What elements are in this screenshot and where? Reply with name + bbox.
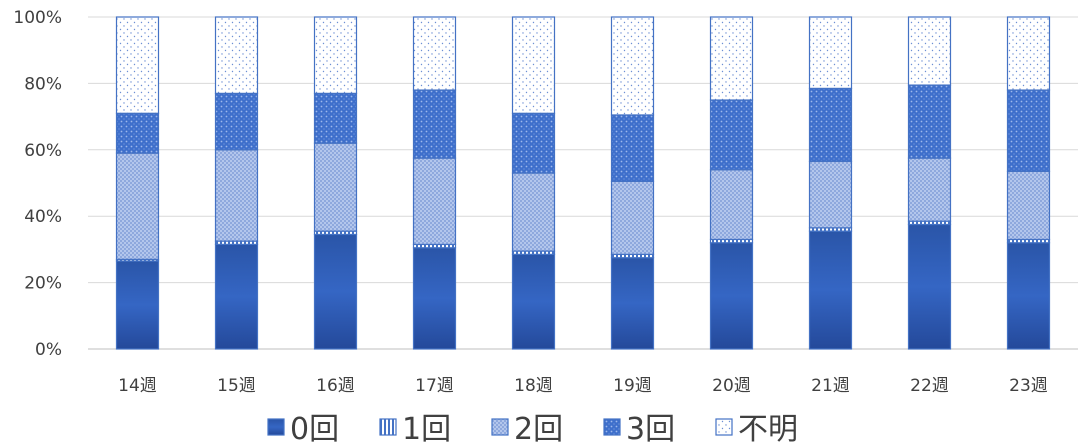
x-tick-label: 22週 bbox=[910, 376, 949, 396]
bar-segment bbox=[313, 92, 358, 144]
bar-segment bbox=[808, 160, 853, 229]
bar-segment bbox=[1006, 89, 1051, 172]
bar-segment bbox=[214, 243, 259, 350]
bar-segment bbox=[709, 16, 754, 101]
bar-segment bbox=[1006, 242, 1051, 350]
bar-segment bbox=[412, 247, 457, 350]
x-tick-label: 17週 bbox=[415, 376, 454, 396]
legend-label: 1回 bbox=[402, 412, 451, 445]
bar-segment bbox=[313, 142, 358, 232]
y-tick-label: 0% bbox=[35, 340, 62, 360]
legend: 0回 1回 2回 3回 不明 bbox=[267, 412, 798, 445]
y-tick-label: 100% bbox=[13, 8, 62, 28]
bar-segment bbox=[907, 16, 952, 86]
legend-label: 3回 bbox=[626, 412, 675, 445]
bar-segment bbox=[907, 84, 952, 159]
legend-swatch bbox=[603, 418, 621, 436]
bar-segment bbox=[511, 112, 556, 174]
bar-segment bbox=[610, 114, 655, 182]
x-tick-label: 19週 bbox=[613, 376, 652, 396]
bar-segment bbox=[115, 112, 160, 154]
legend-swatch bbox=[379, 418, 397, 436]
bar-segment bbox=[907, 157, 952, 222]
x-tick-label: 15週 bbox=[217, 376, 256, 396]
x-tick-label: 23週 bbox=[1009, 376, 1048, 396]
legend-label: 0回 bbox=[290, 412, 339, 445]
bar-segment bbox=[115, 152, 160, 260]
legend-swatch bbox=[715, 418, 733, 436]
legend-swatch bbox=[267, 418, 285, 436]
bar-segment bbox=[313, 16, 358, 94]
bar-segment bbox=[511, 16, 556, 114]
bar-segment bbox=[808, 230, 853, 350]
bar-segment bbox=[709, 242, 754, 350]
bar-segment bbox=[709, 99, 754, 171]
bar-segment bbox=[412, 89, 457, 159]
bar-segment bbox=[1006, 16, 1051, 91]
y-tick-label: 60% bbox=[24, 141, 62, 161]
x-tick-label: 20週 bbox=[712, 376, 751, 396]
y-tick-label: 40% bbox=[24, 207, 62, 227]
bar-segment bbox=[412, 16, 457, 91]
y-tick-label: 20% bbox=[24, 274, 62, 294]
bar-segment bbox=[610, 180, 655, 255]
x-tick-label: 18週 bbox=[514, 376, 553, 396]
bar-segment bbox=[709, 169, 754, 241]
legend-label: 不明 bbox=[738, 412, 798, 445]
bar-segment bbox=[511, 253, 556, 350]
x-tick-label: 14週 bbox=[118, 376, 157, 396]
bar-segment bbox=[412, 157, 457, 246]
y-tick-label: 80% bbox=[24, 74, 62, 94]
bar-segment bbox=[808, 16, 853, 89]
bar-segment bbox=[610, 16, 655, 116]
bar-segment bbox=[511, 172, 556, 252]
bar-segment bbox=[808, 87, 853, 163]
bar-segment bbox=[907, 223, 952, 350]
bar-segment bbox=[214, 16, 259, 94]
bar-segment bbox=[214, 149, 259, 242]
bar-segment bbox=[115, 16, 160, 114]
bar-segment bbox=[610, 257, 655, 350]
bar-segment bbox=[214, 92, 259, 151]
legend-swatch bbox=[491, 418, 509, 436]
bar-segment bbox=[115, 260, 160, 350]
legend-label: 2回 bbox=[514, 412, 563, 445]
bar-segment bbox=[313, 233, 358, 350]
bar-segment bbox=[1006, 170, 1051, 241]
x-tick-label: 21週 bbox=[811, 376, 850, 396]
x-tick-label: 16週 bbox=[316, 376, 355, 396]
